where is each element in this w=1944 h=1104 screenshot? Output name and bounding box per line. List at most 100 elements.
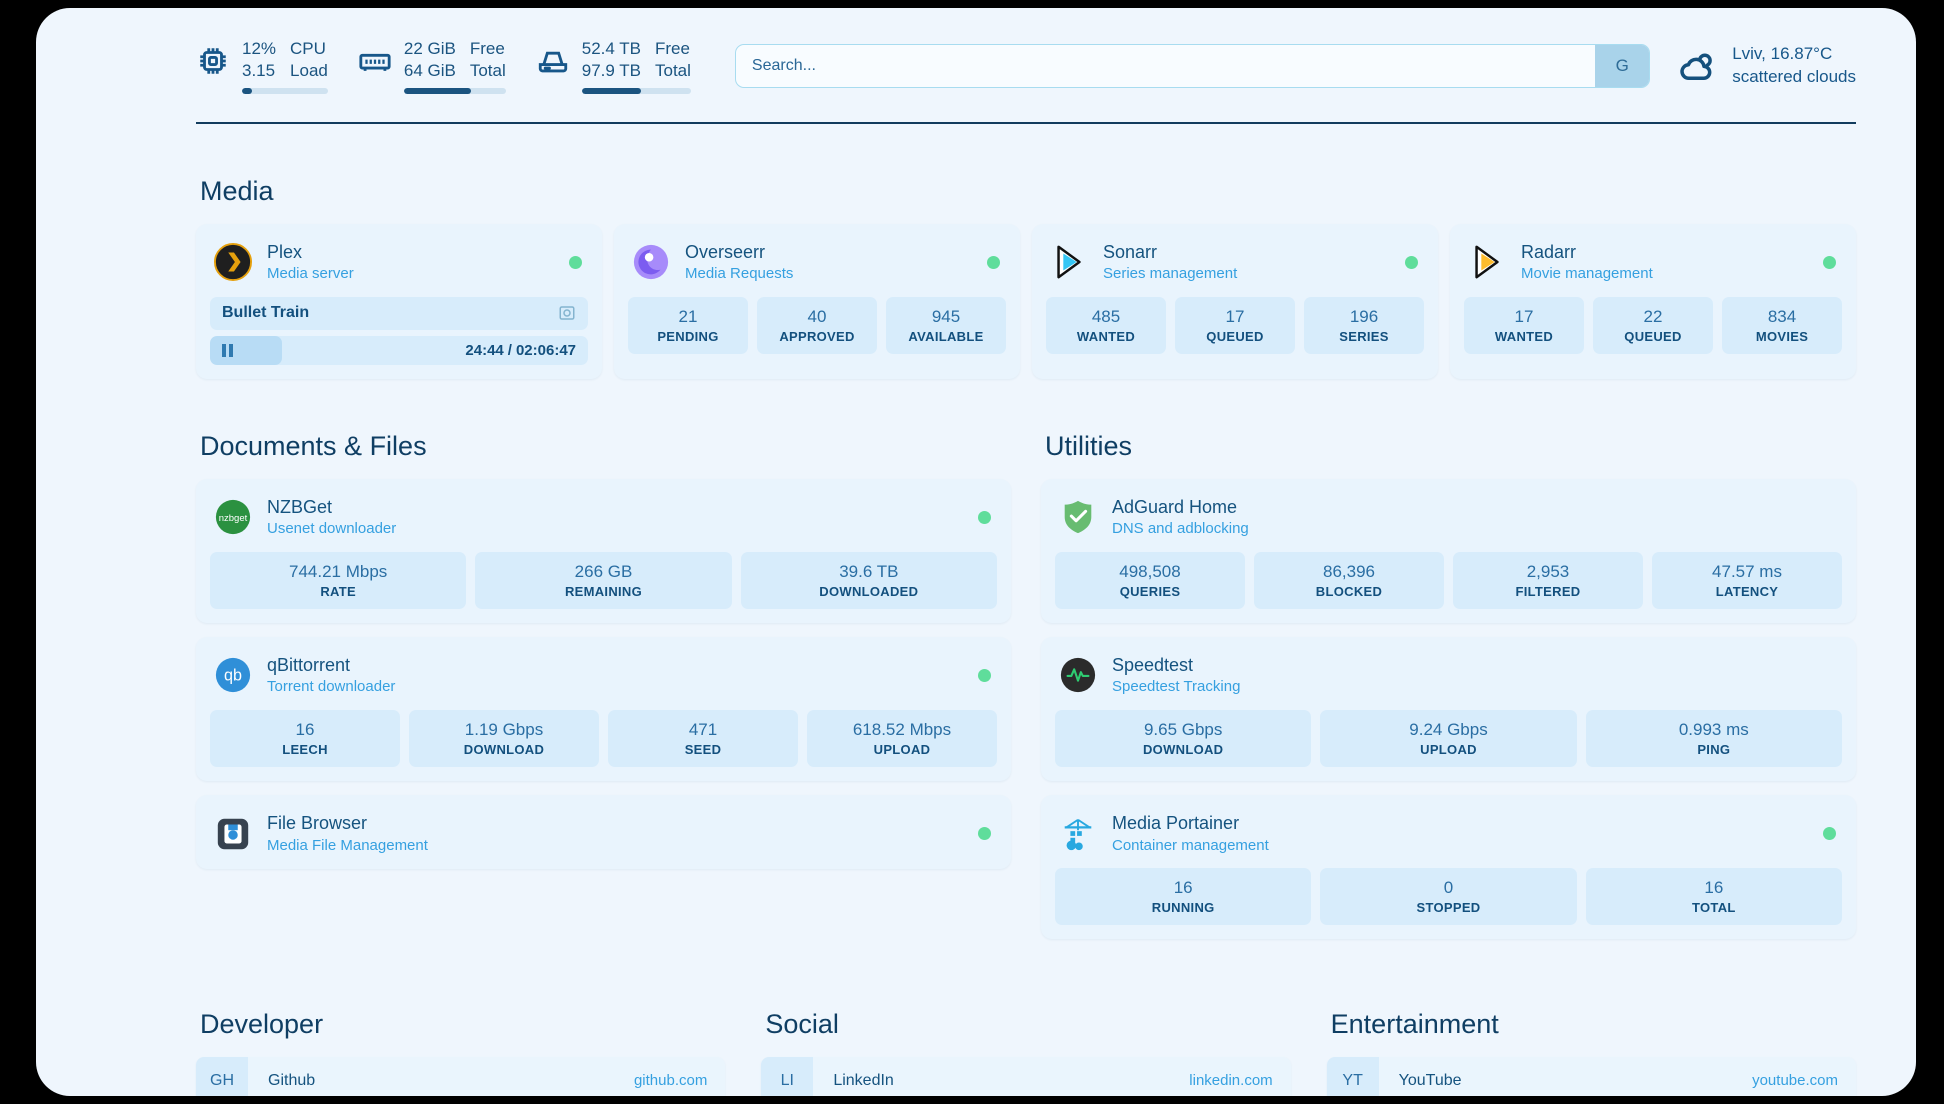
service-card-sonarr[interactable]: Sonarr Series management 485 WANTED 17 Q… bbox=[1032, 224, 1438, 379]
stat-label: UPLOAD bbox=[1420, 742, 1477, 758]
stat-tile: 834 MOVIES bbox=[1722, 296, 1842, 355]
service-subtitle: Movie management bbox=[1521, 265, 1653, 283]
service-subtitle: Media File Management bbox=[267, 836, 428, 854]
status-indicator bbox=[987, 255, 1000, 269]
svg-text:nzbget: nzbget bbox=[219, 513, 248, 524]
service-card-nzbget[interactable]: nzbget NZBGet Usenet downloader 744.21 M… bbox=[196, 478, 1011, 624]
bookmark-item[interactable]: YT YouTube youtube.com bbox=[1326, 1057, 1856, 1096]
service-card-plex[interactable]: Plex Media server Bullet Train bbox=[196, 224, 602, 379]
nzbget-icon: nzbget bbox=[214, 498, 252, 536]
bookmark-item[interactable]: GH Github github.com bbox=[196, 1057, 726, 1096]
stat-value: 196 bbox=[1349, 306, 1379, 326]
service-subtitle: DNS and adblocking bbox=[1112, 520, 1249, 538]
stat-label: REMAINING bbox=[564, 584, 643, 600]
stat-label: LATENCY bbox=[1715, 584, 1779, 600]
playback-progress-bar[interactable]: 24:44/02:06:47 bbox=[210, 335, 588, 365]
weather-location-temp: Lviv, 16.87°C bbox=[1732, 44, 1833, 64]
service-card-file-browser[interactable]: File Browser Media File Management bbox=[196, 795, 1011, 870]
bookmark-url: linkedin.com bbox=[1189, 1072, 1273, 1090]
stat-value: 0 bbox=[1443, 878, 1454, 898]
stat-value: 22 bbox=[1643, 306, 1663, 326]
stat-label: WANTED bbox=[1494, 329, 1554, 345]
stat-tile: 40 APPROVED bbox=[757, 296, 877, 355]
stat-value: 744.21 Mbps bbox=[289, 561, 388, 581]
bookmark-url: youtube.com bbox=[1752, 1072, 1838, 1090]
stat-label: APPROVED bbox=[779, 329, 855, 345]
service-card-speedtest[interactable]: Speedtest Speedtest Tracking 9.65 Gbps D… bbox=[1041, 637, 1856, 782]
stat-value: 834 bbox=[1767, 306, 1797, 326]
stat-label: QUERIES bbox=[1119, 584, 1181, 600]
stat-row: 485 WANTED 17 QUEUED 196 SERIES bbox=[1046, 296, 1424, 355]
now-playing-bar[interactable]: Bullet Train bbox=[210, 296, 588, 330]
stat-tile: 9.24 Gbps UPLOAD bbox=[1320, 709, 1577, 768]
stat-label: PENDING bbox=[657, 329, 719, 345]
disk-label-2: Total bbox=[655, 60, 691, 80]
stat-label: FILTERED bbox=[1515, 584, 1581, 600]
stat-tile: 485 WANTED bbox=[1046, 296, 1166, 355]
stat-label: QUEUED bbox=[1624, 329, 1682, 345]
section-title-documents: Documents & Files bbox=[200, 430, 427, 461]
stat-label: WANTED bbox=[1076, 329, 1136, 345]
stat-tile: 16 RUNNING bbox=[1055, 868, 1312, 926]
bookmark-abbr: YT bbox=[1326, 1057, 1379, 1096]
qbittorrent-icon: qb bbox=[214, 656, 252, 694]
stat-tile: 21 PENDING bbox=[628, 296, 748, 355]
plex-icon bbox=[214, 243, 252, 282]
cpu-icon bbox=[196, 44, 230, 78]
stat-value: 2,953 bbox=[1526, 561, 1570, 581]
resource-cpu: 12% 3.15 CPU Load bbox=[196, 38, 328, 95]
memory-icon bbox=[358, 44, 392, 78]
status-indicator bbox=[1405, 255, 1418, 269]
bookmark-url: github.com bbox=[633, 1072, 708, 1090]
status-indicator bbox=[978, 827, 991, 841]
search-box[interactable]: G bbox=[734, 44, 1651, 88]
service-card-radarr[interactable]: Radarr Movie management 17 WANTED 22 QUE… bbox=[1450, 224, 1856, 379]
stat-value: 16 bbox=[1704, 878, 1724, 898]
radarr-icon bbox=[1468, 243, 1506, 281]
memory-label-1: Free bbox=[469, 38, 505, 58]
stat-tile: 9.65 Gbps DOWNLOAD bbox=[1055, 709, 1312, 768]
stat-tile: 618.52 Mbps UPLOAD bbox=[807, 709, 997, 768]
stat-row: 16 LEECH 1.19 Gbps DOWNLOAD 471 SEED 6 bbox=[210, 709, 997, 768]
service-card-qbittorrent[interactable]: qb qBittorrent Torrent downloader 16 LEE… bbox=[196, 637, 1011, 782]
stat-label: BLOCKED bbox=[1315, 584, 1383, 600]
stat-row: 9.65 Gbps DOWNLOAD 9.24 Gbps UPLOAD 0.99… bbox=[1055, 709, 1842, 768]
search-engine-button[interactable]: G bbox=[1595, 45, 1650, 87]
service-subtitle: Media server bbox=[267, 265, 354, 283]
stat-label: SERIES bbox=[1339, 329, 1389, 345]
service-card-media-portainer[interactable]: Media Portainer Container management 16 … bbox=[1041, 795, 1856, 940]
stat-tile: 0.993 ms PING bbox=[1585, 709, 1842, 768]
bookmark-abbr: GH bbox=[196, 1057, 248, 1096]
bookmarks-area: Developer GH Github github.com SO StackO… bbox=[196, 1009, 1856, 1096]
service-name: Radarr bbox=[1521, 242, 1577, 262]
pause-icon[interactable] bbox=[222, 343, 233, 357]
stat-value: 16 bbox=[1173, 878, 1193, 898]
memory-usage-bar bbox=[403, 88, 506, 95]
stat-value: 471 bbox=[688, 719, 718, 739]
stat-row: 17 WANTED 22 QUEUED 834 MOVIES bbox=[1464, 296, 1842, 355]
stat-tile: 17 WANTED bbox=[1464, 296, 1584, 355]
cast-icon[interactable] bbox=[558, 304, 576, 322]
service-subtitle: Media Requests bbox=[685, 265, 794, 283]
service-card-adguard-home[interactable]: AdGuard Home DNS and adblocking 498,508 … bbox=[1041, 478, 1856, 624]
stat-row: 21 PENDING 40 APPROVED 945 AVAILABLE bbox=[628, 296, 1006, 355]
utilities-column: Utilities AdGuard Home DNS and adblocki bbox=[1041, 379, 1856, 940]
portainer-icon bbox=[1059, 815, 1097, 853]
stat-tile: 1.19 Gbps DOWNLOAD bbox=[409, 709, 599, 768]
bookmark-item[interactable]: LI LinkedIn linkedin.com bbox=[761, 1057, 1291, 1096]
sonarr-icon bbox=[1050, 243, 1088, 281]
service-card-overseerr[interactable]: Overseerr Media Requests 21 PENDING 40 A… bbox=[614, 224, 1020, 379]
search-input[interactable] bbox=[735, 45, 1596, 87]
cpu-label-1: CPU bbox=[290, 38, 326, 58]
stat-value: 9.24 Gbps bbox=[1409, 719, 1488, 739]
stat-label: PING bbox=[1697, 742, 1731, 758]
stat-label: TOTAL bbox=[1692, 900, 1736, 916]
stat-label: MOVIES bbox=[1755, 329, 1809, 345]
status-indicator bbox=[978, 668, 991, 682]
stat-value: 21 bbox=[678, 306, 698, 326]
stat-label: RATE bbox=[320, 584, 356, 600]
filebrowser-icon bbox=[214, 815, 252, 853]
stat-label: DOWNLOAD bbox=[463, 742, 545, 758]
bookmark-name: Github bbox=[268, 1071, 316, 1089]
resource-memory: 22 GiB 64 GiB Free Total bbox=[358, 38, 506, 95]
